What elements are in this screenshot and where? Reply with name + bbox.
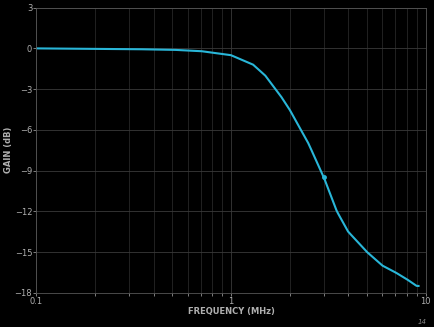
Text: 14: 14 — [416, 319, 425, 325]
X-axis label: FREQUENCY (MHz): FREQUENCY (MHz) — [187, 307, 274, 316]
Y-axis label: GAIN (dB): GAIN (dB) — [4, 127, 13, 173]
